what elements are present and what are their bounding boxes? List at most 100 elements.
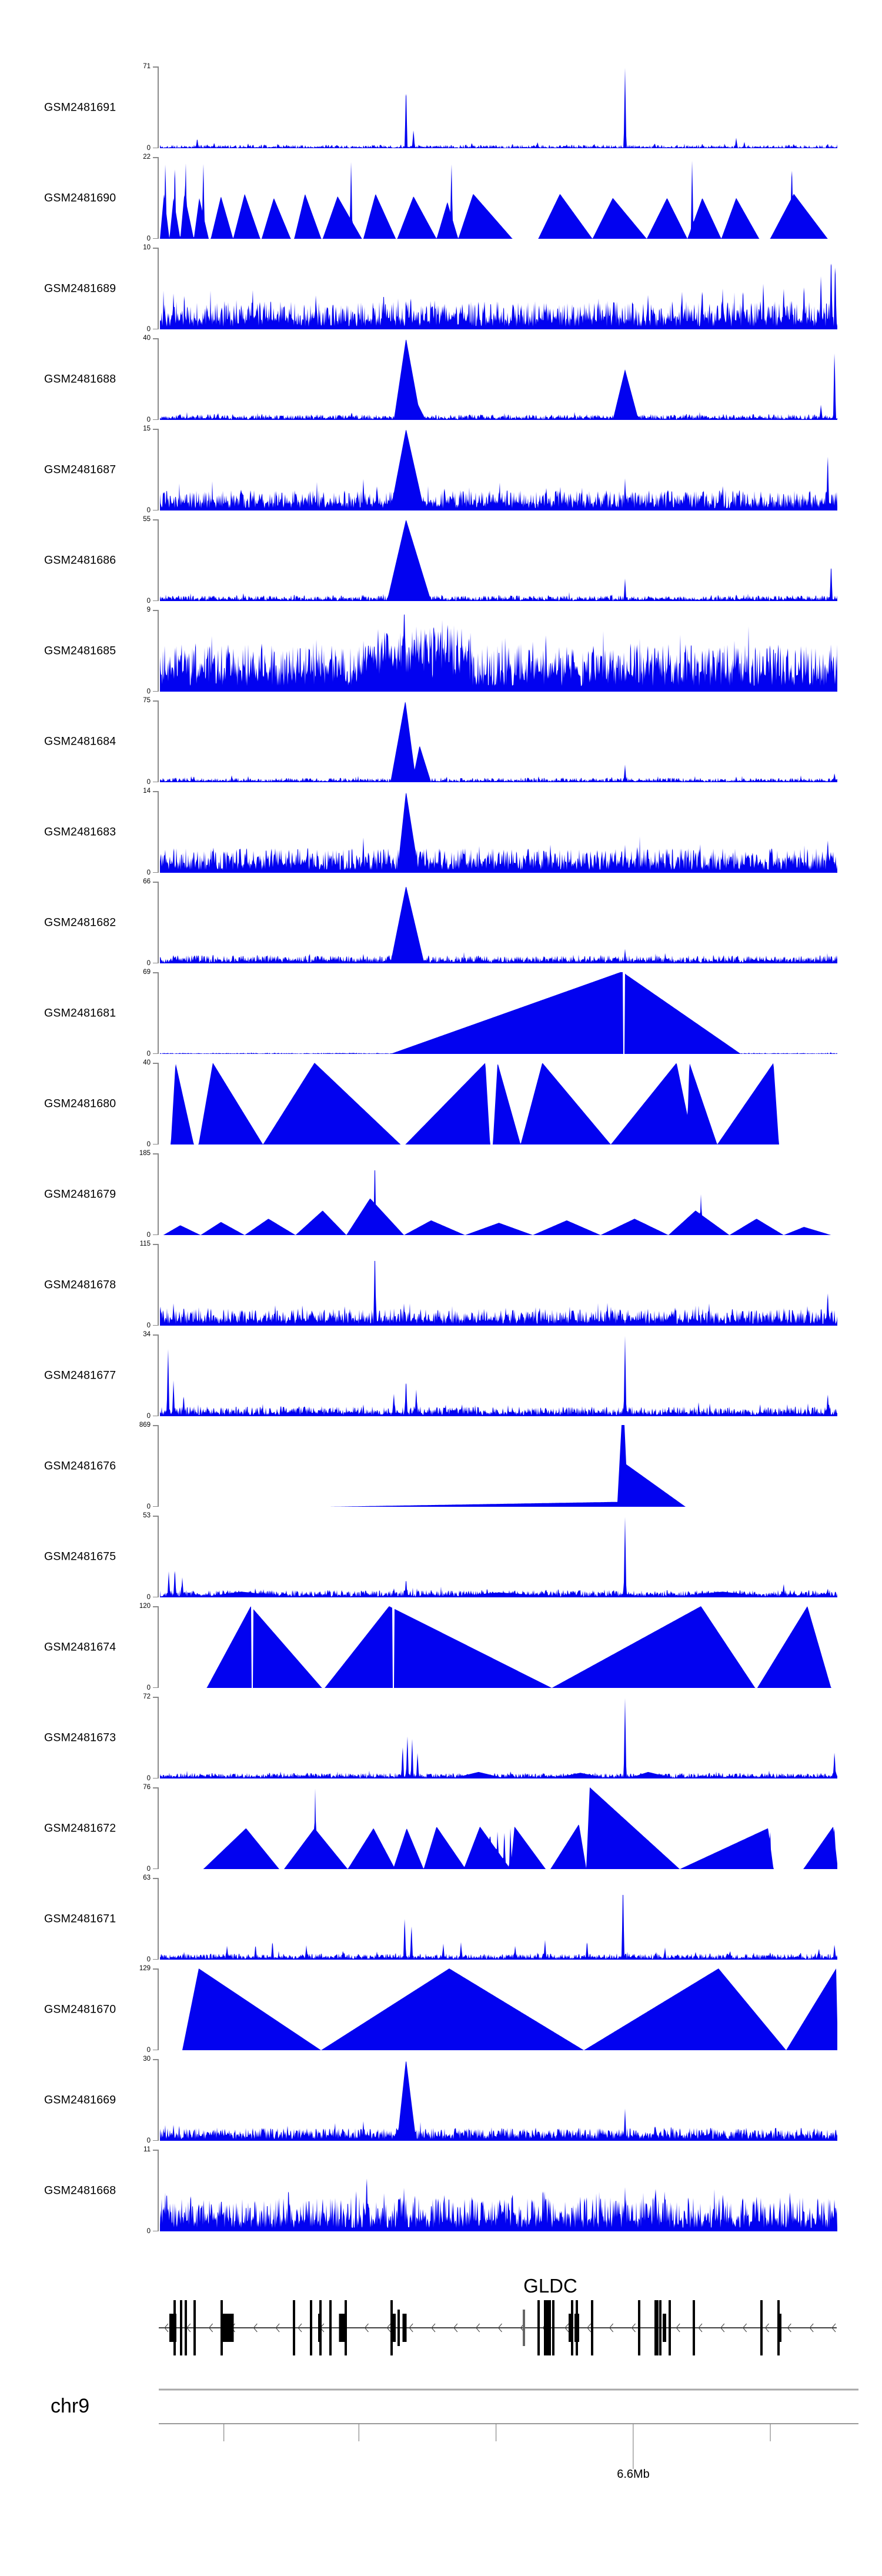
track-row: GSM2481686 55 0 — [0, 516, 882, 605]
track-zero-label: 0 — [146, 145, 151, 152]
track-zero-label: 0 — [146, 2137, 151, 2144]
track-ymax-label: 66 — [143, 878, 151, 885]
axis-tick-bottom — [153, 1324, 158, 1326]
axis-tick-top — [153, 610, 158, 611]
track-sample-label: GSM2481673 — [44, 1731, 116, 1744]
track-row: GSM2481691 71 0 — [0, 63, 882, 152]
track-sample-label: GSM2481677 — [44, 1369, 116, 1382]
track-ymax-label: 63 — [143, 1874, 151, 1881]
axis-tick-top — [153, 2150, 158, 2151]
axis-tick-top — [153, 972, 158, 973]
track-sample-label: GSM2481689 — [44, 282, 116, 295]
axis-tick-top — [153, 1878, 158, 1879]
track-ymax-label: 40 — [143, 1059, 151, 1066]
track-sample-label: GSM2481672 — [44, 1821, 116, 1834]
track-sample-label: GSM2481675 — [44, 1550, 116, 1563]
track-y-axis — [153, 338, 159, 420]
track-ymax-label: 129 — [139, 1965, 151, 1972]
track-signal-plot — [160, 1170, 837, 1235]
track-y-axis — [153, 1334, 159, 1416]
axis-tick-top — [153, 157, 158, 158]
axis-tick-bottom — [153, 781, 158, 782]
track-y-axis — [153, 791, 159, 873]
track-signal-plot — [160, 1425, 837, 1507]
track-y-axis — [153, 1606, 159, 1688]
track-ymax-label: 185 — [139, 1150, 151, 1157]
track-row: GSM2481677 34 0 — [0, 1331, 882, 1420]
track-y-axis — [153, 1153, 159, 1235]
track-ymax-label: 34 — [143, 1331, 151, 1338]
axis-tick-bottom — [153, 1415, 158, 1416]
track-row: GSM2481683 14 0 — [0, 788, 882, 876]
axis-tick-top — [153, 700, 158, 702]
track-ymax-label: 76 — [143, 1784, 151, 1791]
axis-tick-bottom — [153, 2140, 158, 2141]
axis-tick-bottom — [153, 1958, 158, 1960]
track-zero-label: 0 — [146, 1322, 151, 1329]
track-signal-plot — [160, 1787, 837, 1869]
track-row: GSM2481673 72 0 — [0, 1693, 882, 1782]
axis-tick-top — [153, 1334, 158, 1336]
axis-tick-bottom — [153, 147, 158, 148]
axis-tick-bottom — [153, 1234, 158, 1235]
track-signal-plot — [160, 972, 837, 1054]
gene-name-label: GLDC — [523, 2275, 577, 2297]
axis-tick-bottom — [153, 238, 158, 239]
axis-tick-bottom — [153, 1777, 158, 1778]
track-y-axis — [153, 519, 159, 601]
track-y-axis — [153, 1425, 159, 1507]
track-sample-label: GSM2481676 — [44, 1459, 116, 1472]
track-signal-plot — [160, 1606, 837, 1688]
axis-tick-bottom — [153, 1687, 158, 1688]
track-ymax-label: 9 — [146, 606, 151, 613]
track-y-axis — [153, 1244, 159, 1326]
track-signal-plot — [160, 702, 837, 782]
track-sample-label: GSM2481686 — [44, 553, 116, 566]
track-y-axis — [153, 2150, 159, 2231]
track-sample-label: GSM2481674 — [44, 1640, 116, 1653]
track-zero-label: 0 — [146, 1232, 151, 1239]
track-signal-plot — [160, 263, 837, 329]
chromosome-ruler: chr9 6.6Mb — [0, 2387, 882, 2504]
track-ymax-label: 10 — [143, 244, 151, 251]
track-row: GSM2481689 10 0 — [0, 244, 882, 333]
track-signal-plot — [160, 2061, 837, 2141]
track-zero-label: 0 — [146, 960, 151, 967]
track-sample-label: GSM2481680 — [44, 1097, 116, 1110]
track-zero-label: 0 — [146, 1594, 151, 1601]
track-row: GSM2481672 76 0 — [0, 1784, 882, 1873]
axis-tick-top — [153, 1063, 158, 1064]
track-zero-label: 0 — [146, 2228, 151, 2235]
track-row: GSM2481688 40 0 — [0, 335, 882, 423]
axis-tick-top — [153, 1787, 158, 1788]
track-sample-label: GSM2481679 — [44, 1187, 116, 1200]
track-ymax-label: 22 — [143, 154, 151, 161]
track-y-axis — [153, 1516, 159, 1597]
track-zero-label: 0 — [146, 1050, 151, 1057]
track-row: GSM2481675 53 0 — [0, 1512, 882, 1601]
track-y-axis — [153, 157, 159, 239]
track-ymax-label: 14 — [143, 788, 151, 795]
track-sample-label: GSM2481668 — [44, 2184, 116, 2197]
axis-tick-top — [153, 248, 158, 249]
track-zero-label: 0 — [146, 1141, 151, 1148]
track-row: GSM2481676 869 0 — [0, 1422, 882, 1510]
axis-tick-top — [153, 338, 158, 339]
track-y-axis — [153, 1063, 159, 1144]
track-zero-label: 0 — [146, 869, 151, 876]
track-signal-plot — [160, 614, 837, 692]
track-sample-label: GSM2481688 — [44, 372, 116, 385]
track-signal-plot — [160, 886, 837, 963]
axis-tick-top — [153, 1697, 158, 1698]
track-signal-plot — [160, 520, 837, 601]
track-row: GSM2481682 66 0 — [0, 878, 882, 967]
track-ymax-label: 11 — [143, 2146, 151, 2153]
ruler-axis-drawing — [159, 2388, 858, 2469]
track-row: GSM2481690 22 0 — [0, 154, 882, 242]
track-y-axis — [153, 248, 159, 329]
axis-tick-bottom — [153, 690, 158, 692]
track-row: GSM2481668 11 0 — [0, 2146, 882, 2235]
track-row: GSM2481685 9 0 — [0, 606, 882, 695]
track-y-axis — [153, 1697, 159, 1778]
track-y-axis — [153, 610, 159, 692]
